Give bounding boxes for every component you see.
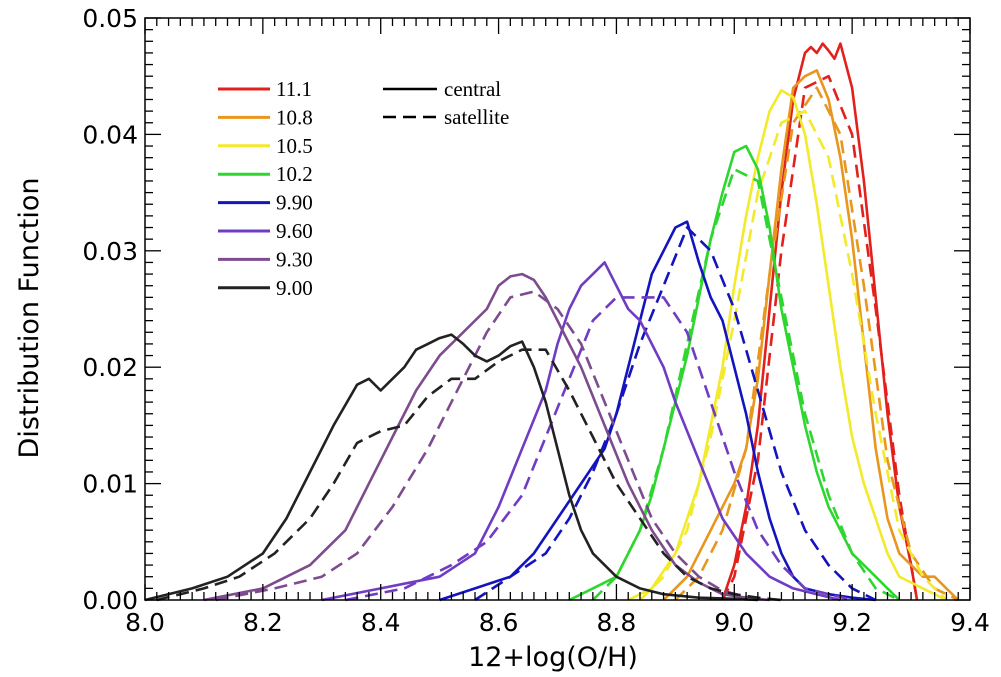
legend-label: 9.90 — [276, 191, 313, 215]
legend-label: 10.2 — [276, 162, 313, 186]
legend-label: 9.30 — [276, 247, 313, 271]
x-tick-label: 9.2 — [832, 608, 872, 637]
x-axis-title: 12+log(O/H) — [468, 642, 638, 673]
legend-label: 9.60 — [276, 219, 313, 243]
series-line-9_30-dashed — [215, 290, 759, 602]
x-tick-label: 8.0 — [125, 608, 165, 637]
legend-label: 9.00 — [276, 276, 313, 300]
y-tick-label: 0.05 — [82, 4, 138, 33]
series-line-10_8-dashed — [674, 86, 959, 602]
y-tick-label: 0.02 — [82, 353, 138, 382]
series-line-9_30-solid — [203, 272, 770, 602]
series-line-10_5-solid — [627, 88, 947, 602]
x-tick-label: 9.4 — [950, 608, 990, 637]
y-tick-label: 0.03 — [82, 237, 138, 266]
series-line-10_5-dashed — [639, 109, 948, 601]
x-tick-label: 8.6 — [479, 608, 519, 637]
legend-label: 11.1 — [276, 77, 312, 101]
series-line-11_1-dashed — [721, 74, 919, 601]
series-line-9_60-solid — [321, 261, 841, 602]
y-tick-label: 0.04 — [82, 120, 138, 149]
x-tick-label: 9.0 — [714, 608, 754, 637]
x-tick-label: 8.2 — [243, 608, 283, 637]
axis-ticks — [144, 17, 971, 601]
series-line-10_8-solid — [662, 69, 960, 601]
x-tick-label: 8.4 — [361, 608, 401, 637]
series-line-9_00-solid — [144, 333, 758, 602]
series-line-9_90-dashed — [474, 226, 877, 602]
plot-lines — [144, 42, 960, 602]
series-line-9_60-dashed — [345, 296, 853, 602]
y-tick-label: 0.01 — [82, 470, 138, 499]
tick-labels: 8.0 8.2 8.4 8.6 8.8 9.0 9.2 9.4 0.00 0.01 0.02 0.03… — [82, 4, 990, 637]
legend-style-label: central — [444, 77, 501, 101]
series-line-10_2-dashed — [591, 168, 900, 602]
legend-type: central satellite — [383, 77, 509, 129]
legend-label: 10.8 — [276, 105, 313, 129]
y-tick-label: 0.00 — [82, 586, 138, 615]
legend-mass: 11.1 10.8 10.5 10.2 9.90 9.60 9.30 9.00 — [218, 77, 313, 300]
x-tick-label: 8.8 — [597, 608, 637, 637]
y-axis-title: Distribution Function — [14, 178, 45, 459]
series-line-9_90-solid — [439, 220, 876, 602]
legend-label: 10.5 — [276, 134, 313, 158]
legend-style-label: satellite — [444, 105, 509, 129]
